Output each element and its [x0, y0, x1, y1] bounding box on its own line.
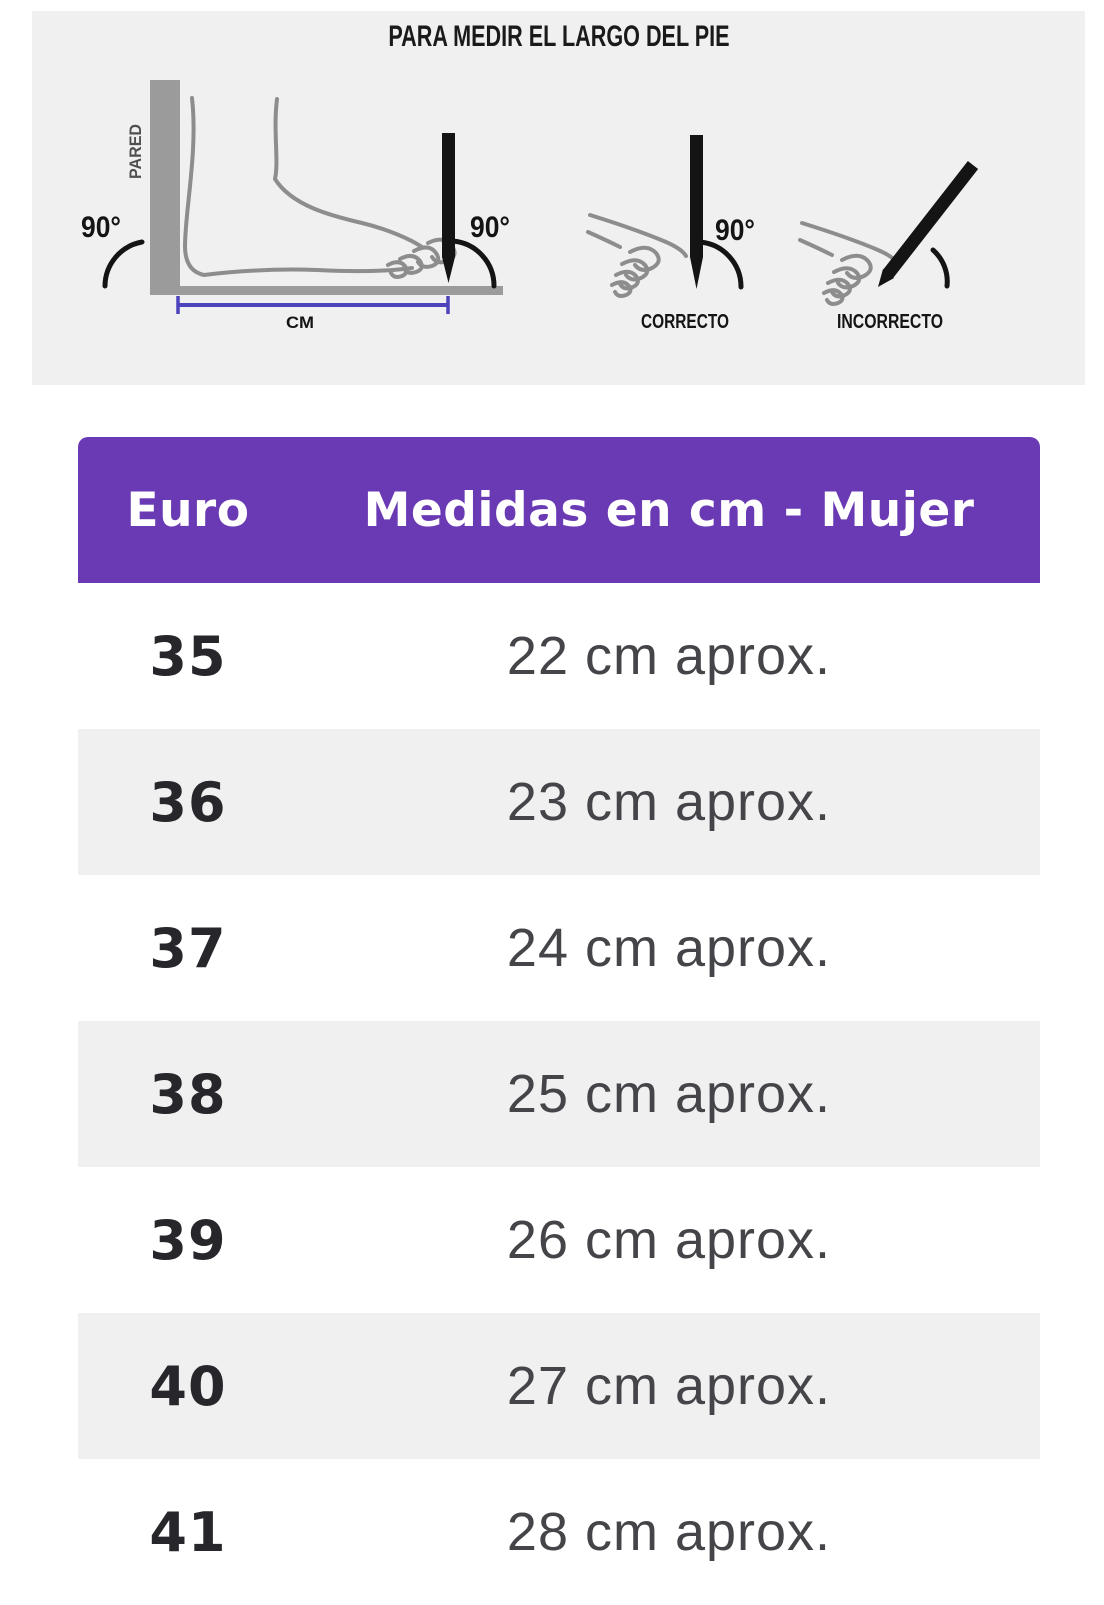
measure-cell: 24 cm aprox. — [506, 918, 832, 978]
pencil-tilted-icon — [878, 161, 979, 287]
size-cell: 40 — [149, 1354, 227, 1418]
foot-outline — [183, 96, 457, 279]
size-cell: 37 — [149, 916, 227, 980]
measure-cell: 26 cm aprox. — [506, 1210, 832, 1270]
column-header-measure: Medidas en cm - Mujer — [363, 482, 975, 538]
hand-outline-incorrect — [798, 221, 900, 306]
measure-cell: 27 cm aprox. — [506, 1356, 832, 1416]
hand-outline — [586, 213, 688, 298]
incorrect-label: INCORRECTO — [837, 311, 943, 333]
angle-arc-hand — [697, 239, 744, 290]
angle-arc-right — [450, 238, 497, 289]
angle-label-right: 90° — [470, 211, 510, 244]
measuring-instructions-panel: PARA MEDIR EL LARGO DEL PIE PARED 90° 90 — [32, 11, 1085, 385]
angle-label-hand: 90° — [715, 214, 755, 247]
pencil-vertical-icon — [442, 133, 455, 283]
diagram-title: PARA MEDIR EL LARGO DEL PIE — [32, 20, 1085, 54]
size-cell: 38 — [149, 1062, 227, 1126]
table-row: 41 28 cm aprox. — [78, 1459, 1040, 1605]
wall-label: PARED — [126, 124, 145, 179]
measure-cell: 22 cm aprox. — [506, 626, 832, 686]
size-cell: 36 — [149, 770, 227, 834]
table-row: 38 25 cm aprox. — [78, 1021, 1040, 1167]
size-cell: 39 — [149, 1208, 227, 1272]
cm-measure-line — [176, 296, 450, 314]
measure-cell: 25 cm aprox. — [506, 1064, 832, 1124]
column-header-euro: Euro — [126, 482, 250, 538]
size-table: Euro Medidas en cm - Mujer 35 22 cm apro… — [78, 437, 1040, 1605]
table-row: 39 26 cm aprox. — [78, 1167, 1040, 1313]
measure-cell: 28 cm aprox. — [506, 1502, 832, 1562]
cm-label: CM — [286, 313, 314, 332]
diagram-title-text: PARA MEDIR EL LARGO DEL PIE — [387, 20, 730, 53]
table-row: 35 22 cm aprox. — [78, 583, 1040, 729]
table-row: 36 23 cm aprox. — [78, 729, 1040, 875]
angle-arc-incorrect — [930, 247, 950, 289]
measure-cell: 23 cm aprox. — [506, 772, 832, 832]
foot-measuring-diagram: PARED 90° 90° CM — [81, 80, 979, 333]
size-table-header: Euro Medidas en cm - Mujer — [78, 437, 1040, 583]
size-cell: 41 — [149, 1500, 227, 1564]
size-cell: 35 — [149, 624, 227, 688]
table-row: 40 27 cm aprox. — [78, 1313, 1040, 1459]
correct-label: CORRECTO — [641, 311, 729, 333]
angle-label-left: 90° — [81, 211, 121, 244]
table-row: 37 24 cm aprox. — [78, 875, 1040, 1021]
pencil-vertical-hand-icon — [690, 135, 703, 289]
size-table-body: 35 22 cm aprox. 36 23 cm aprox. 37 24 cm… — [78, 583, 1040, 1605]
angle-arc-left — [102, 239, 145, 289]
wall-floor-structure — [150, 80, 503, 295]
